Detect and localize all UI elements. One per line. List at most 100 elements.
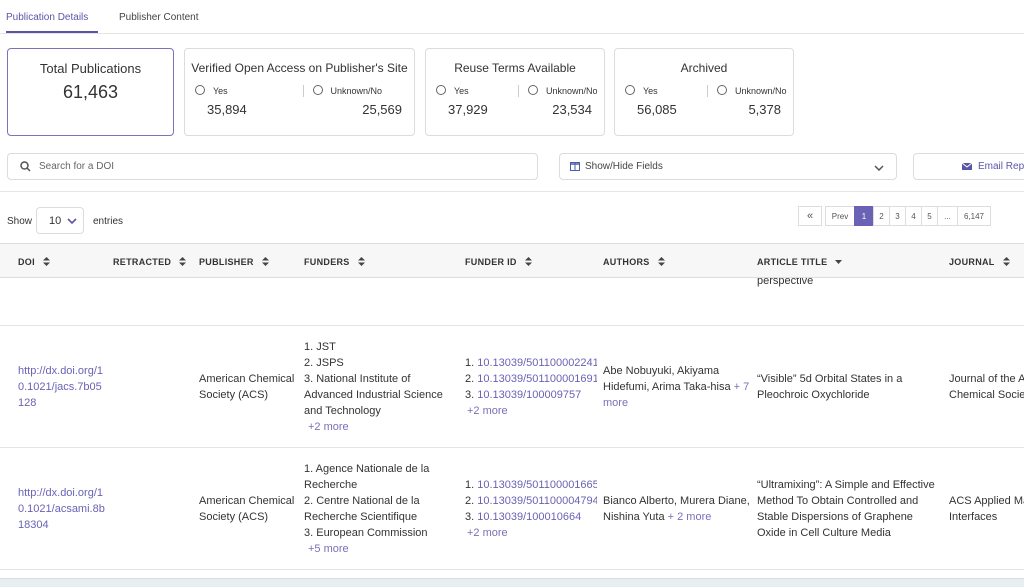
no-label: Unknown/No: [330, 86, 383, 96]
column-label: AUTHORS: [603, 256, 650, 267]
no-count: 5,378: [748, 102, 781, 117]
no-count: 23,534: [552, 102, 592, 117]
sort-desc: [835, 259, 843, 264]
funder-num: 3.: [465, 510, 475, 523]
cell: 1. 10.13039/501100002241 2. 10.13039/5011…: [465, 326, 597, 447]
column-header[interactable]: ARTICLE TITLE: [757, 244, 843, 279]
doi-link[interactable]: 10.1007/s43762-021-00025-8: [18, 278, 106, 281]
publisher: and Business Media LLC: [199, 278, 297, 281]
funder-id-link[interactable]: 10.13039/100010664: [477, 510, 582, 523]
yes-option[interactable]: Yes: [195, 85, 228, 96]
funder-id-link[interactable]: 10.13039/501100002241: [477, 356, 597, 369]
funder: 2. Centre National de la Recherche Scien…: [304, 494, 420, 523]
separator: [0, 191, 1024, 192]
length-value: 10: [49, 214, 62, 227]
stat-card: Reuse Terms Available Yes Unknown/No 37,929…: [425, 48, 605, 136]
funder-id-link[interactable]: 10.13039/501100004794: [477, 494, 597, 507]
more-link[interactable]: + 7 more: [603, 380, 750, 409]
more-link[interactable]: + 2 more: [667, 510, 712, 523]
page-button[interactable]: 6,147: [957, 206, 991, 226]
yes-option[interactable]: Yes: [625, 85, 658, 96]
no-option[interactable]: Unknown/No: [312, 85, 383, 96]
page-button[interactable]: 2: [873, 206, 890, 226]
column-header[interactable]: PUBLISHER: [199, 244, 269, 279]
authors: Bianco Alberto, Murera Diane, Nishina Yu…: [603, 493, 751, 525]
cell: 1. 10.13039/501100001665 2. 10.13039/5011…: [465, 448, 597, 569]
fields-dropdown[interactable]: Show/Hide Fields: [559, 153, 897, 180]
mail-icon: [962, 163, 972, 170]
tab-underline: [6, 31, 98, 33]
columns-icon: [570, 162, 580, 171]
publisher: American Chemical Society (ACS): [199, 494, 295, 523]
yes-option[interactable]: Yes: [436, 85, 469, 96]
divider: [518, 85, 519, 97]
doi-link[interactable]: http://dx.doi.org/10.1021/jacs.7b05128: [18, 364, 103, 409]
tab[interactable]: Publisher Content: [119, 12, 199, 23]
table-row: http://dx.doi.org/10.1021/acsami.8b18304…: [0, 448, 1024, 570]
cell: and Business Media LLC: [199, 278, 297, 325]
tab[interactable]: Publication Details: [6, 12, 89, 23]
radio: [195, 85, 205, 95]
funder-num: 3.: [465, 388, 475, 401]
funder-id: 2. 10.13039/501100001691: [465, 371, 597, 387]
sort-icon: [261, 257, 269, 266]
no-option[interactable]: Unknown/No: [528, 85, 598, 96]
cell: ACS Applied Materials & Interfaces: [949, 448, 1024, 569]
sort-icon: [1002, 257, 1010, 266]
funder: 3. National Institute of Advanced Indust…: [304, 372, 443, 417]
sort-icon: [524, 257, 532, 266]
page-button[interactable]: Prev: [825, 206, 855, 226]
author-names: Abe Nobuyuki, Akiyama Hidefumi, Arima Ta…: [603, 364, 731, 393]
authors: Abe Nobuyuki, Akiyama Hidefumi, Arima Ta…: [603, 363, 751, 411]
author-names: Bianco Alberto, Murera Diane, Nishina Yu…: [603, 494, 750, 523]
doi-link[interactable]: http://dx.doi.org/10.1021/acsami.8b18304: [18, 486, 105, 531]
sort-icon: [657, 257, 665, 266]
column-header[interactable]: JOURNAL: [949, 244, 1010, 279]
funder: 2. JSPS: [304, 356, 344, 369]
page-button[interactable]: 3: [889, 206, 906, 226]
more-link[interactable]: +2 more: [467, 526, 508, 539]
pagination: «Prev 1 2 3 4 5... 6,147: [0, 206, 1024, 226]
column-header[interactable]: DOI: [18, 244, 50, 279]
journal: Journal of the American Chemical Society: [949, 372, 1024, 401]
length-select[interactable]: 10: [36, 207, 84, 234]
sort-icon: [179, 257, 187, 266]
stat-card: Verified Open Access on Publisher's Site…: [184, 48, 415, 136]
page-button[interactable]: «: [798, 206, 822, 226]
email-button[interactable]: Email Report: [913, 153, 1024, 180]
funder-id: 2. 10.13039/501100004794: [465, 493, 597, 509]
page-button[interactable]: 5: [921, 206, 938, 226]
page-button[interactable]: ...: [937, 206, 958, 226]
column-header[interactable]: RETRACTED: [113, 244, 187, 279]
footer-bar: [0, 578, 1024, 587]
page-button[interactable]: 1: [854, 206, 874, 226]
column-header[interactable]: FUNDERS: [304, 244, 365, 279]
page-button[interactable]: 4: [905, 206, 922, 226]
journal: ACS Applied Materials & Interfaces: [949, 494, 1024, 523]
column-header[interactable]: AUTHORS: [603, 244, 665, 279]
publisher: American Chemical Society (ACS): [199, 372, 295, 401]
funder-num: 1.: [465, 478, 475, 491]
cell: Science: [949, 278, 1024, 325]
no-option[interactable]: Unknown/No: [717, 85, 787, 96]
funder-id-link[interactable]: 10.13039/100009757: [477, 388, 582, 401]
no-label: Unknown/No: [546, 86, 598, 96]
search-input[interactable]: Search for a DOI: [7, 153, 538, 180]
more-link[interactable]: +2 more: [308, 420, 349, 433]
cell: “Ultramixing”: A Simple and Effective Me…: [757, 448, 937, 569]
funder-id-link[interactable]: 10.13039/501100001665: [477, 478, 597, 491]
more-link[interactable]: +2 more: [467, 404, 508, 417]
stat-title: Verified Open Access on Publisher's Site: [191, 61, 408, 75]
stat-title: Reuse Terms Available: [454, 61, 576, 75]
column-label: JOURNAL: [949, 256, 995, 267]
more-link[interactable]: +5 more: [308, 542, 349, 555]
total-card: Total Publications 61,463: [7, 48, 174, 136]
stat-card: Archived Yes Unknown/No 56,085 5,378: [614, 48, 794, 136]
total-value: 61,463: [62, 82, 119, 102]
funder-id: 1. 10.13039/501100002241: [465, 355, 597, 371]
table-body: 10.1007/s43762-021-00025-8 and Business M…: [0, 278, 1024, 570]
funder-id-link[interactable]: 10.13039/501100001691: [477, 372, 597, 385]
column-header[interactable]: FUNDER ID: [465, 244, 532, 279]
search-placeholder: Search for a DOI: [39, 161, 115, 172]
